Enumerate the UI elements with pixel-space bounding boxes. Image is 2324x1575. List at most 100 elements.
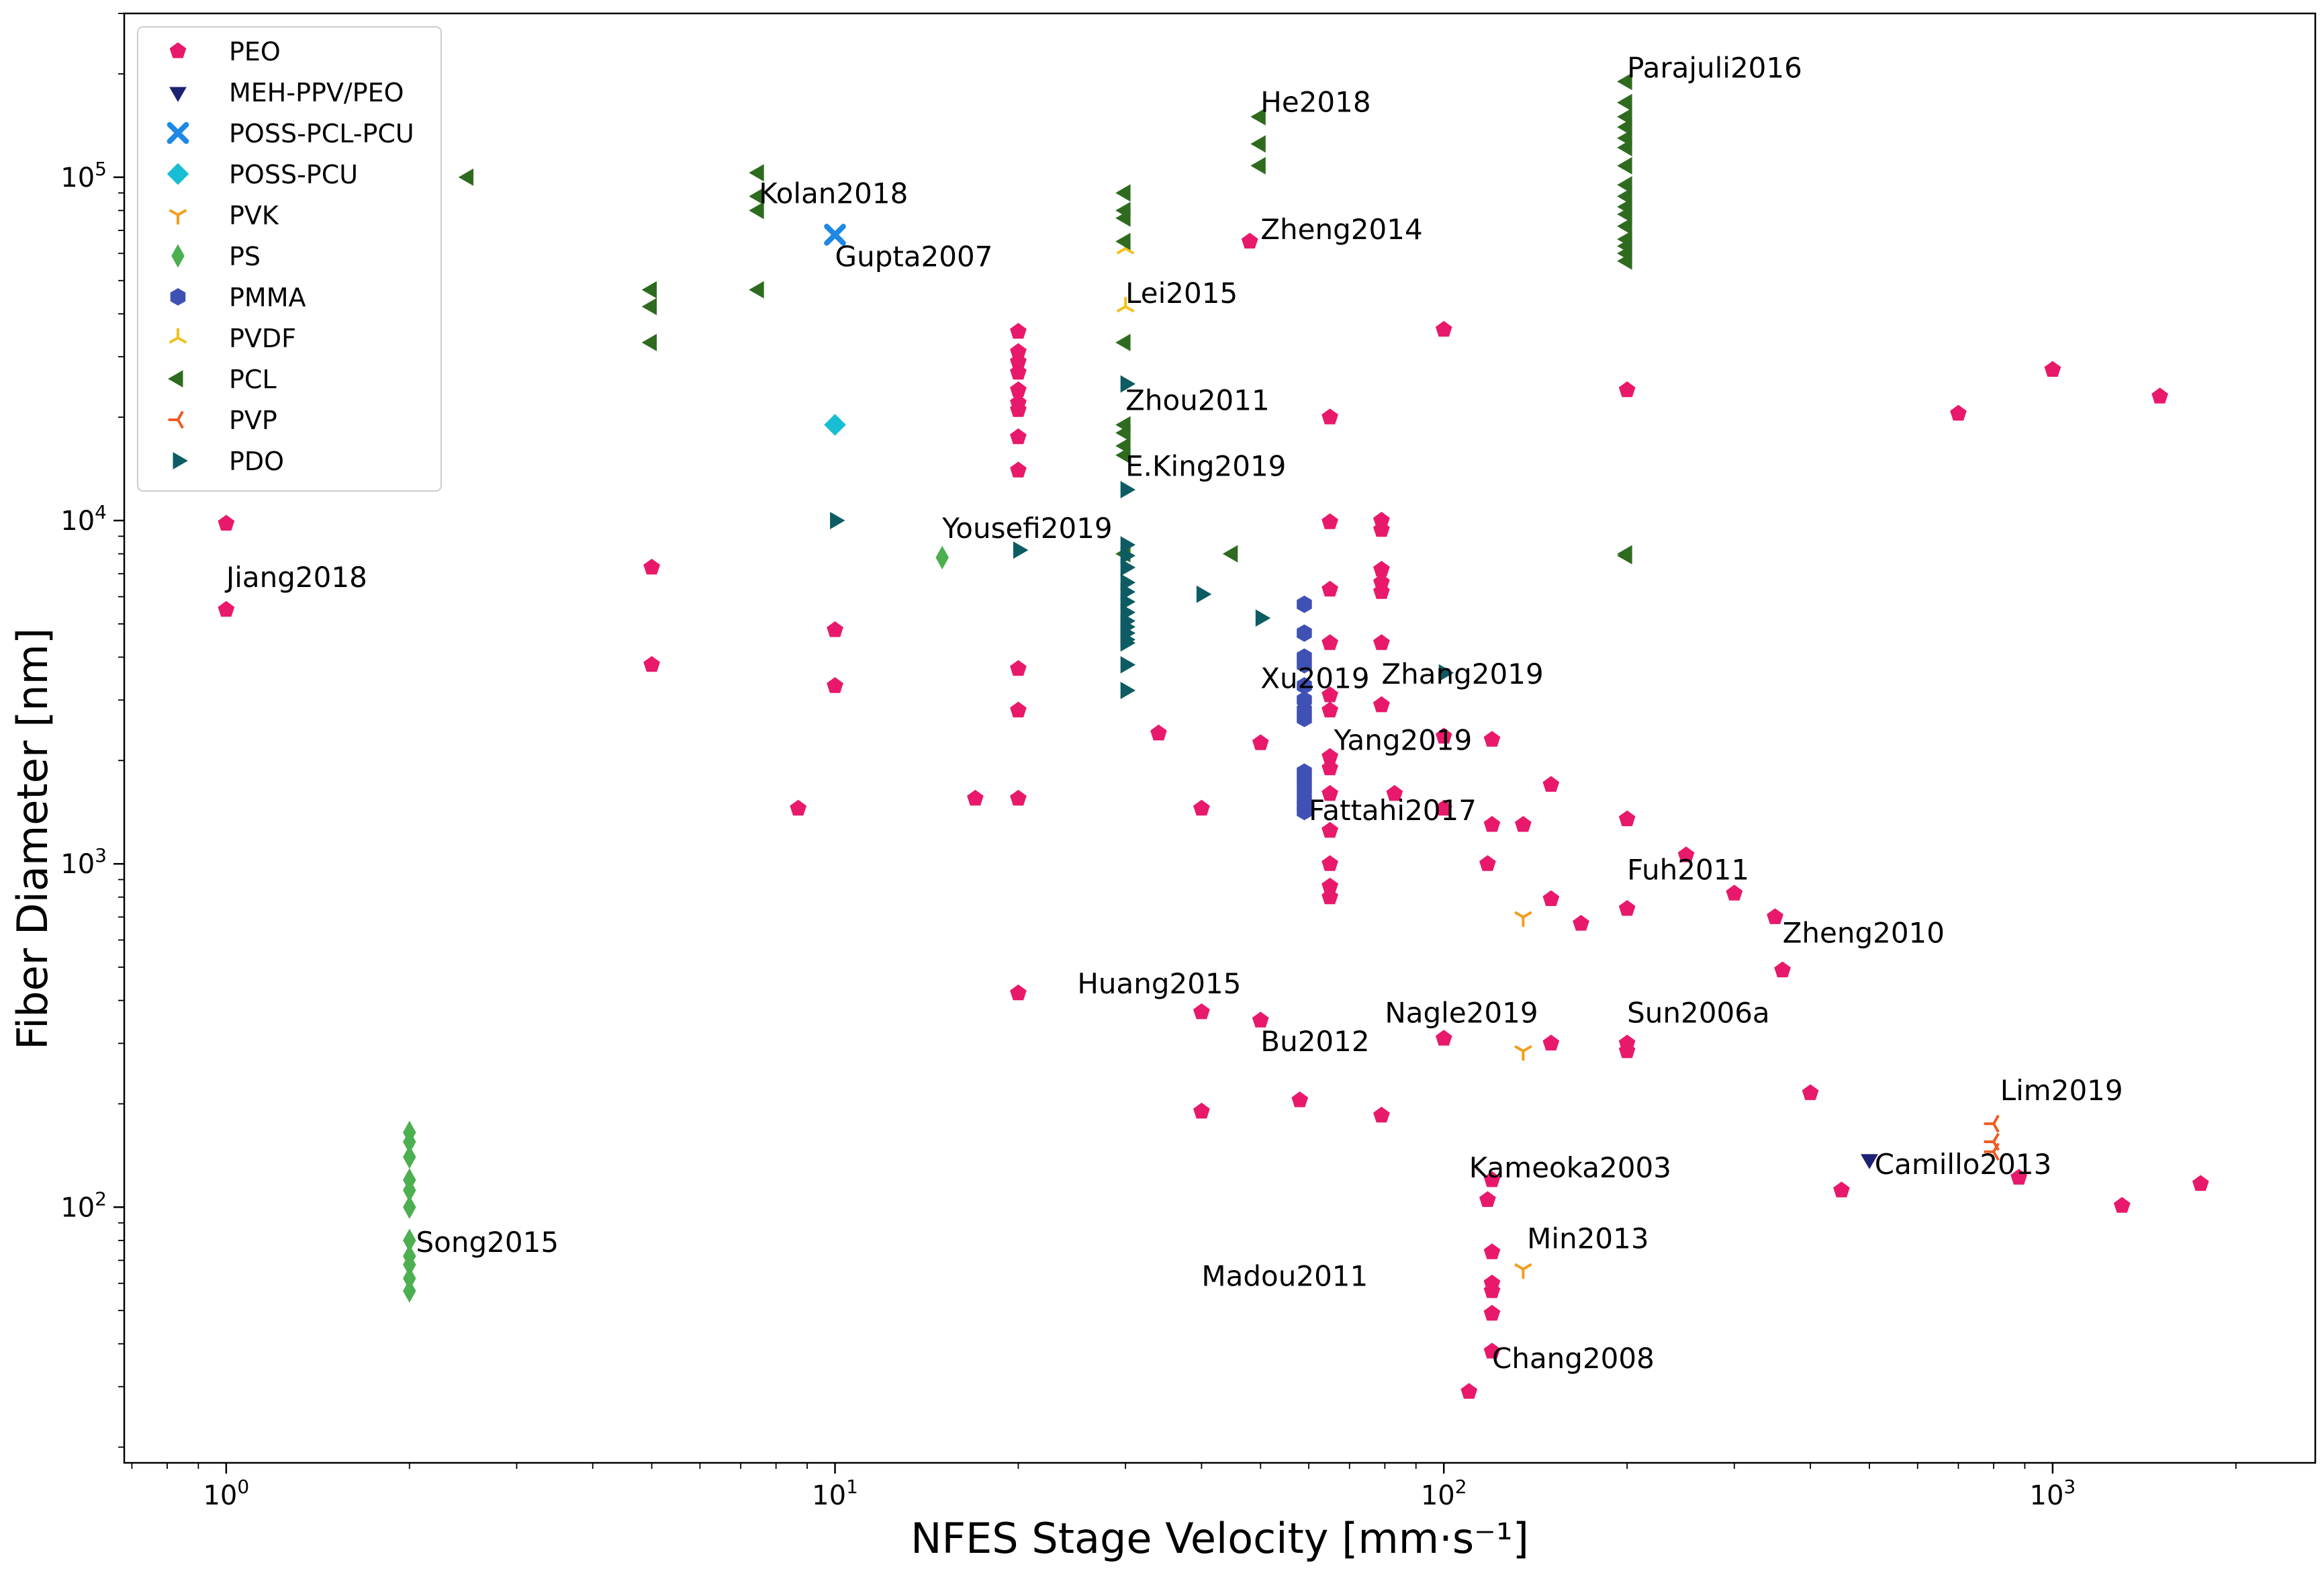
data-point: [1120, 656, 1136, 674]
annotation-label: Gupta2007: [835, 240, 993, 273]
series-pvp: [1984, 1114, 2000, 1161]
annotation-label: Xu2019: [1260, 662, 1369, 695]
annotation-label: E.King2019: [1125, 449, 1286, 482]
legend-entry: PEO: [229, 37, 281, 66]
data-point: [827, 677, 843, 693]
data-point: [1010, 322, 1027, 339]
data-point: [1115, 209, 1131, 227]
data-point: [2044, 361, 2061, 377]
data-point: [1861, 1154, 1878, 1169]
data-point: [749, 281, 764, 299]
data-point: [1618, 381, 1636, 398]
data-point: [1373, 512, 1390, 528]
legend-entry: PVK: [229, 201, 279, 230]
annotation-label: Huang2015: [1077, 967, 1241, 1000]
data-point: [1297, 595, 1312, 613]
data-point: [1010, 984, 1027, 1001]
series-pdo: [830, 375, 1454, 699]
data-point: [2010, 1169, 2027, 1185]
data-point: [1950, 404, 1967, 421]
series-meh-ppv-peo: [1861, 1154, 1878, 1169]
data-point: [1460, 1383, 1478, 1399]
data-point: [1984, 1114, 2000, 1133]
annotation-label: Sun2006a: [1627, 996, 1770, 1029]
data-point: [1321, 408, 1338, 424]
data-point: [1617, 138, 1632, 156]
data-point: [1250, 156, 1266, 175]
y-axis-label: Fiber Diameter [nm]: [8, 628, 57, 1050]
legend-entry: PVDF: [229, 324, 296, 353]
data-point: [1542, 890, 1560, 906]
annotation-label: Zhou2011: [1125, 384, 1270, 416]
annotation-label: Song2015: [416, 1226, 559, 1259]
data-point: [1241, 232, 1258, 249]
data-point: [824, 224, 846, 246]
annotation-label: Kameoka2003: [1469, 1151, 1671, 1184]
data-point: [1618, 810, 1636, 827]
data-point: [458, 168, 474, 186]
data-point: [1483, 1171, 1501, 1187]
data-point: [827, 621, 843, 637]
data-point: [1010, 363, 1027, 380]
data-point: [1435, 799, 1452, 816]
data-point: [1386, 784, 1403, 801]
legend: PEO MEH-PPV/PEO POSS-PCL-PCU POSS-PCU PVK PS P…: [137, 26, 442, 492]
data-point: [1321, 821, 1338, 838]
data-point: [403, 1178, 416, 1202]
data-point: [643, 558, 660, 575]
data-point: [1010, 381, 1027, 398]
data-point: [1373, 574, 1390, 590]
annotation-label: He2018: [1260, 86, 1370, 119]
data-point: [1010, 343, 1027, 359]
annotation-label: Fattahi2017: [1309, 794, 1477, 827]
series-poss-pcu: [824, 414, 846, 436]
data-point: [1321, 580, 1338, 597]
data-point: [403, 1228, 416, 1253]
legend-marker: [167, 163, 189, 185]
data-point: [1321, 784, 1338, 801]
data-point: [749, 164, 764, 182]
data-point: [1193, 1003, 1210, 1020]
series-pmma: [1297, 595, 1312, 821]
series-ps: [403, 545, 949, 1303]
data-point: [1120, 682, 1136, 699]
data-point: [1321, 759, 1338, 776]
data-point: [1010, 660, 1027, 676]
annotation-label: Chang2008: [1492, 1342, 1655, 1375]
data-point: [749, 187, 764, 206]
data-point: [1120, 634, 1136, 652]
legend-marker: [169, 42, 187, 58]
data-point: [1573, 915, 1589, 931]
data-point: [1291, 1091, 1309, 1108]
annotation-label: Yang2019: [1334, 723, 1473, 756]
annotation-label: Kolan2018: [759, 177, 908, 210]
data-point: [830, 512, 845, 529]
data-point: [1250, 107, 1266, 126]
legend-box: [137, 26, 442, 492]
data-point: [1774, 961, 1791, 978]
data-point: [403, 1130, 416, 1154]
legend-marker: [169, 328, 187, 344]
data-point: [1617, 545, 1632, 563]
legend-entry: PDO: [229, 447, 284, 476]
legend-marker: [168, 410, 184, 429]
data-point: [1617, 118, 1632, 136]
x-tick-label: 100: [203, 1476, 249, 1511]
data-point: [1984, 1142, 2000, 1161]
annotation-label: Madou2011: [1201, 1259, 1368, 1292]
data-point: [1193, 1102, 1210, 1119]
data-point: [1617, 176, 1632, 194]
legend-marker: [169, 209, 187, 225]
data-point: [1677, 846, 1695, 862]
annotations: Parajuli2016 He2018 Kolan2018 Zheng2014 Gupt…: [224, 52, 2123, 1375]
data-point: [1252, 734, 1269, 750]
legend-marker: [169, 87, 187, 102]
data-point: [403, 1253, 416, 1277]
data-point: [1120, 547, 1136, 565]
series-pcl: [458, 73, 1632, 565]
data-point: [1542, 776, 1560, 792]
data-point: [967, 789, 984, 806]
data-point: [1617, 206, 1632, 223]
data-point: [1483, 731, 1501, 747]
data-point: [1321, 855, 1338, 871]
